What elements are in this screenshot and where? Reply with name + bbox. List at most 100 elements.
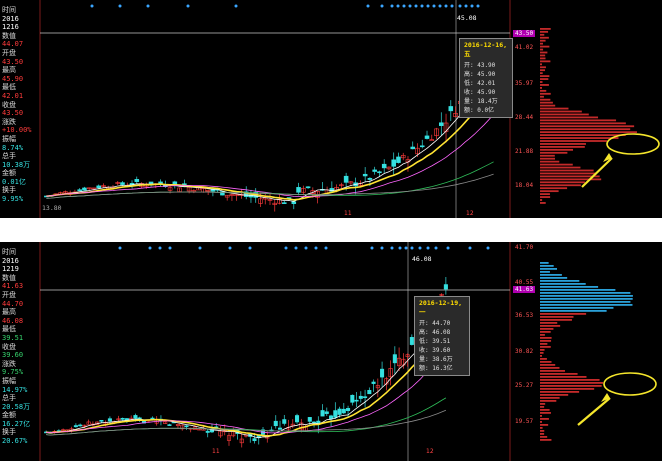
volume-profile-bar: [540, 66, 546, 69]
volume-profile-bar: [540, 340, 552, 342]
tooltip-open: 开: 44.70: [419, 320, 451, 327]
price-axis-label: 21.88: [515, 148, 534, 155]
volume-profile-bar: [540, 113, 589, 116]
volume-profile-bar: [540, 60, 551, 63]
candle-body: [400, 155, 406, 159]
candle-body: [299, 422, 304, 430]
kline-chart[interactable]: [0, 0, 662, 218]
signal-dot: [450, 4, 454, 8]
candle-body: [320, 410, 325, 417]
candle-body: [396, 156, 401, 163]
candle-body: [167, 424, 172, 426]
volume-profile-bar: [540, 349, 545, 351]
ma40-line: [46, 161, 494, 199]
candle-body: [277, 198, 282, 204]
volume-profile-bar: [540, 81, 543, 83]
ma5-line: [46, 71, 494, 202]
volume-profile-bar: [540, 89, 547, 92]
volume-profile-bar: [540, 325, 561, 327]
candle-body: [205, 189, 211, 192]
candle-body: [410, 146, 416, 150]
quote-field-label: 时间: [2, 248, 16, 256]
tooltip-amount: 额: 16.3亿: [419, 365, 453, 372]
tooltip-high: 高: 45.90: [464, 71, 496, 78]
volume-profile-bar: [540, 304, 633, 306]
candle-body: [386, 166, 392, 170]
candle-body: [380, 368, 385, 378]
candle-body: [371, 381, 376, 384]
volume-profile-bar: [540, 54, 546, 57]
volume-profile-bar: [540, 433, 545, 435]
signal-dot: [390, 246, 394, 250]
price-axis-label: 25.27: [515, 382, 534, 389]
signal-dot: [198, 246, 202, 250]
signal-dot: [314, 246, 318, 250]
annotation-arrow-shaft: [581, 157, 613, 188]
quote-field-value: 1216: [2, 23, 19, 32]
volume-profile-bar: [540, 33, 545, 36]
candle-body: [63, 191, 68, 194]
signal-dot: [464, 4, 468, 8]
volume-profile-bar: [540, 95, 544, 98]
candle-body: [226, 435, 232, 441]
candle-body: [391, 159, 396, 167]
ma20-line: [46, 348, 447, 434]
price-axis-label: 28.44: [515, 114, 534, 121]
volume-profile-bar: [540, 328, 554, 330]
quote-field-value: 10.38万: [2, 160, 31, 169]
candle-body: [439, 293, 444, 296]
candle-body: [167, 187, 173, 191]
candle-body: [388, 368, 393, 378]
quote-info-column: 时间 2016 1216 数值 44.07 开盘 43.50 最高 45.90 最低 42.01 收盘…: [2, 6, 40, 204]
volume-profile-bar: [540, 39, 546, 42]
candle-body: [191, 190, 197, 192]
tooltip-close: 收: 39.60: [419, 347, 451, 354]
candle-body: [91, 187, 97, 190]
signal-dot: [324, 246, 328, 250]
quote-field-value: 44.07: [2, 40, 24, 49]
chart-panel-bottom[interactable]: 时间 2016 1219 数值 41.63 开盘 44.70 最高 46.08 最低 39.51 收盘…: [0, 242, 662, 461]
quote-field-value: 9.95%: [2, 195, 24, 204]
ma60-line: [46, 173, 494, 199]
quote-info-column: 时间 2016 1219 数值 41.63 开盘 44.70 最高 46.08 最低 39.51 收盘…: [2, 248, 40, 446]
candle-body: [82, 424, 87, 427]
signal-dot: [414, 4, 418, 8]
candle-body: [229, 194, 235, 196]
candle-body: [291, 201, 297, 204]
candle-body: [354, 399, 359, 402]
tooltip-open: 开: 43.90: [464, 62, 496, 69]
volume-profile-bar: [540, 298, 633, 300]
kline-chart[interactable]: [0, 242, 662, 461]
signal-dot: [404, 246, 408, 250]
volume-profile-bar: [540, 28, 551, 30]
tooltip-date: 2016-12-19,一: [419, 299, 463, 316]
candle-body: [224, 194, 230, 198]
volume-profile-bar: [540, 283, 586, 285]
candle-body: [453, 113, 458, 117]
ma40-line: [46, 397, 447, 436]
signal-dot: [402, 4, 406, 8]
candle-body: [96, 185, 101, 189]
candle-body: [186, 186, 192, 192]
signal-dot: [476, 4, 480, 8]
candle-body: [307, 417, 312, 422]
quote-field-value: 2016: [2, 14, 19, 23]
chart-panel-top[interactable]: 时间 2016 1216 数值 44.07 开盘 43.50 最高 45.90 最低 42.01 收盘…: [0, 0, 662, 218]
volume-profile-bar: [540, 292, 631, 294]
candle-body: [415, 147, 420, 155]
volume-profile-bar: [540, 382, 604, 384]
candle-body: [434, 128, 439, 136]
volume-profile-bar: [540, 388, 595, 390]
price-axis-label: 41.02: [515, 44, 534, 51]
candle-body: [101, 185, 106, 187]
quote-field-value: 开盘: [2, 48, 16, 57]
signal-dot: [294, 246, 298, 250]
volume-profile-bar: [540, 286, 599, 288]
ma10-line: [45, 320, 447, 437]
annotation-arrow-head: [603, 153, 612, 162]
quote-field-value: 44.70: [2, 299, 24, 308]
volume-profile-bar: [540, 202, 546, 204]
quote-field-value: 最低: [2, 325, 16, 334]
candle-body: [82, 187, 87, 191]
quote-field-value: 收盘: [2, 100, 16, 109]
